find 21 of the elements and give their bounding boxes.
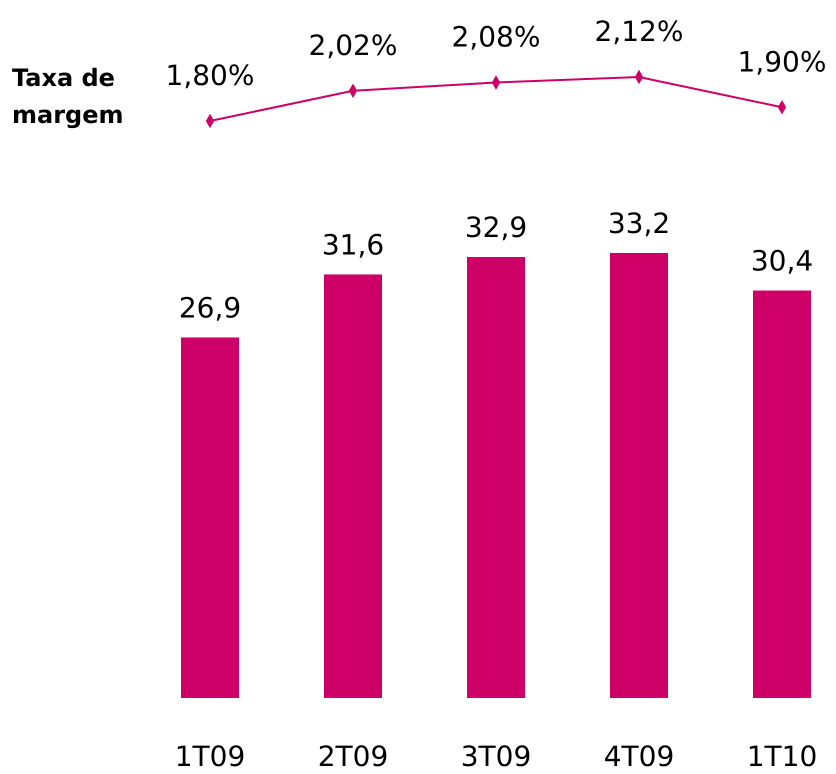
x-tick-label: 1T09	[174, 740, 246, 773]
x-tick-label: 1T10	[746, 740, 818, 773]
bar	[753, 290, 811, 698]
data-label: 33,2	[608, 207, 670, 240]
data-label: 1,90%	[738, 45, 826, 78]
data-label: 2,02%	[308, 28, 398, 62]
data-label: 32,9	[464, 211, 528, 244]
data-label: 30,4	[750, 244, 814, 278]
y-axis-title: Taxa de margem	[12, 64, 124, 129]
bar	[467, 257, 525, 698]
bar	[324, 274, 382, 698]
data-label: 26,9	[178, 291, 242, 324]
x-tick-label: 2T09	[318, 740, 388, 773]
x-tick-label: 4T09	[604, 740, 674, 773]
x-tick-label: 3T09	[460, 740, 532, 773]
data-label: 2,08%	[452, 20, 540, 54]
data-label: 1,80%	[166, 59, 254, 92]
bar	[610, 253, 668, 698]
data-label: 2,12%	[594, 15, 684, 48]
data-label: 31,6	[322, 228, 384, 262]
bar	[181, 337, 239, 698]
